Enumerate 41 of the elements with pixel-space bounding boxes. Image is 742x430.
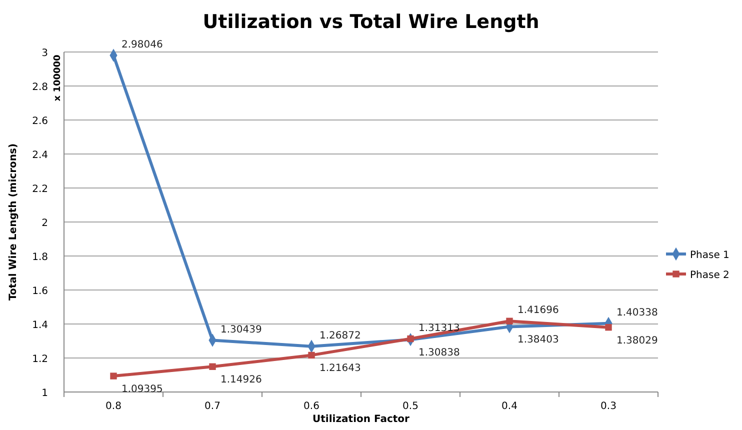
x-tick-label: 0.6 xyxy=(304,401,320,412)
y-tick-label: 1.8 xyxy=(32,252,48,263)
data-label: 1.30439 xyxy=(220,324,262,336)
data-label: 1.09395 xyxy=(122,384,163,396)
data-label: 1.21643 xyxy=(320,363,361,374)
y-tick-label: 1.2 xyxy=(32,354,48,365)
data-label: 1.38029 xyxy=(616,335,658,346)
y-tick-label: 3 xyxy=(42,48,48,59)
point xyxy=(407,335,414,342)
y-tick-label: 2 xyxy=(42,218,48,229)
data-label: 1.14926 xyxy=(220,374,262,386)
y-tick-label: 2.4 xyxy=(32,150,48,161)
data-label: 1.30838 xyxy=(418,348,460,359)
y-tick-label: 2.6 xyxy=(32,116,48,127)
y-tick-label: 1.4 xyxy=(32,320,48,331)
point xyxy=(110,372,117,380)
x-tick-label: 0.3 xyxy=(600,401,616,412)
y-axis-title: Total Wire Length (microns) xyxy=(8,143,19,301)
y-tick-label: 1 xyxy=(42,388,48,399)
data-label: 1.26872 xyxy=(320,330,361,342)
data-label: 2.98046 xyxy=(122,39,163,50)
x-axis-title: Utilization Factor xyxy=(312,414,410,425)
text: x 100000 xyxy=(53,54,63,102)
x-tick-label: 0.4 xyxy=(502,401,518,412)
data-label: 1.41696 xyxy=(518,305,559,316)
y-tick-label: 2.2 xyxy=(32,184,48,195)
x-tick-label: 0.5 xyxy=(402,401,418,412)
x-tick-label: 0.8 xyxy=(106,401,122,412)
point xyxy=(209,363,216,370)
y-tick-label: 1.6 xyxy=(32,286,48,297)
point xyxy=(605,324,612,331)
data-label: 1.40338 xyxy=(616,307,658,318)
chart-title: Utilization vs Total Wire Length xyxy=(202,11,540,33)
data-label: 1.31313 xyxy=(418,322,460,334)
legend-label: Phase 1 xyxy=(690,250,730,261)
y-tick-label: 2.8 xyxy=(32,82,48,93)
legend-label: Phase 2 xyxy=(690,270,730,281)
point xyxy=(308,352,315,359)
data-label: 1.38403 xyxy=(518,334,559,346)
x-tick-label: 0.7 xyxy=(204,401,220,412)
point xyxy=(506,318,513,324)
